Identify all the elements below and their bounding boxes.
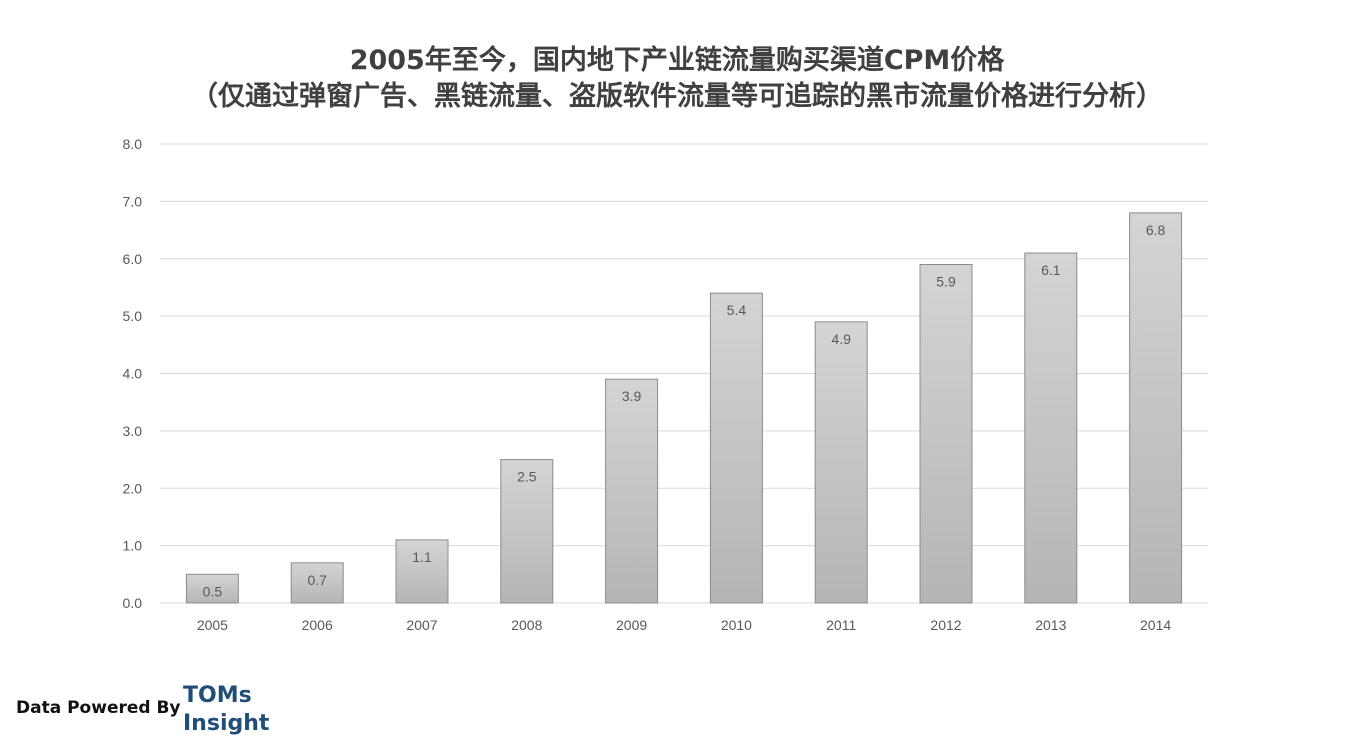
y-tick-label: 2.0	[123, 480, 143, 496]
x-tick-label: 2010	[721, 617, 752, 633]
bar-2014	[1130, 213, 1182, 603]
bar-2012	[920, 264, 972, 603]
y-tick-label: 3.0	[123, 423, 143, 439]
data-label: 0.7	[307, 572, 327, 588]
y-tick-label: 7.0	[123, 193, 143, 209]
bar-2011	[815, 322, 867, 603]
x-tick-label: 2007	[406, 617, 437, 633]
x-tick-label: 2013	[1035, 617, 1066, 633]
data-labels: 0.5 0.7 1.1 2.5 3.9 5.4 4.9 5.9 6.1 6.8	[203, 222, 1166, 599]
toms-insight-logo: TOMs Insight	[183, 682, 269, 738]
x-axis-ticks: 2005 2006 2007 2008 2009 2010 2011 2012 2013 2014	[197, 617, 1172, 633]
y-tick-label: 4.0	[123, 366, 143, 382]
data-powered-by-label: Data Powered By	[16, 698, 181, 718]
x-tick-label: 2008	[511, 617, 542, 633]
x-tick-label: 2006	[302, 617, 333, 633]
data-label: 0.5	[203, 583, 223, 599]
y-tick-label: 8.0	[123, 136, 143, 152]
data-label: 4.9	[831, 331, 851, 347]
data-label: 2.5	[517, 469, 537, 485]
y-tick-label: 0.0	[123, 595, 143, 611]
brand-line-1: TOMs	[183, 682, 269, 710]
data-label: 3.9	[622, 388, 642, 404]
data-label: 5.4	[727, 302, 747, 318]
x-tick-label: 2009	[616, 617, 647, 633]
y-tick-label: 6.0	[123, 251, 143, 267]
x-tick-label: 2005	[197, 617, 228, 633]
data-label: 6.8	[1146, 222, 1166, 238]
y-tick-label: 1.0	[123, 538, 143, 554]
bars	[186, 213, 1181, 603]
bar-2013	[1025, 253, 1077, 603]
y-tick-label: 5.0	[123, 308, 143, 324]
x-tick-label: 2012	[930, 617, 961, 633]
x-tick-label: 2011	[826, 617, 856, 633]
bar-2010	[710, 293, 762, 603]
data-label: 1.1	[412, 549, 432, 565]
data-label: 5.9	[936, 273, 956, 289]
data-label: 6.1	[1041, 262, 1061, 278]
x-tick-label: 2014	[1140, 617, 1171, 633]
brand-line-2: Insight	[183, 710, 269, 738]
bar-2009	[606, 379, 658, 603]
y-axis-ticks: 0.0 1.0 2.0 3.0 4.0 5.0 6.0 7.0 8.0	[123, 136, 143, 611]
